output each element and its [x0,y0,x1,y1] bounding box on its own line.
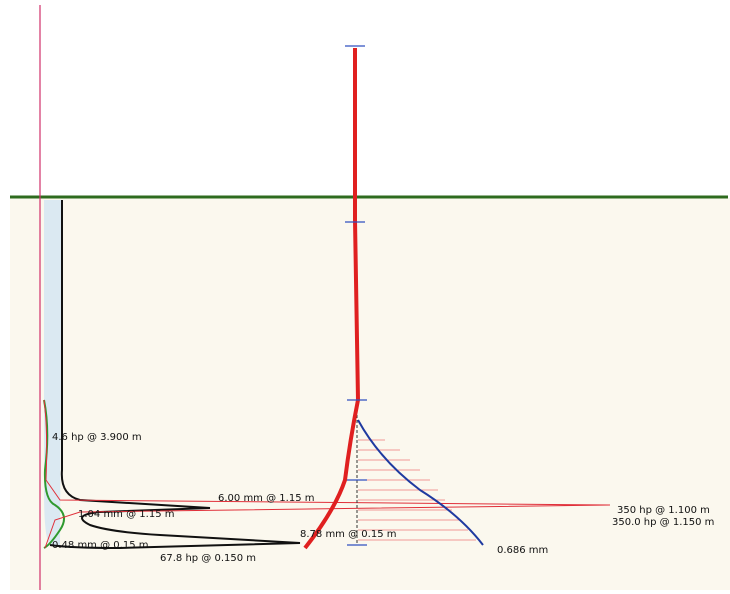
diagram: 4.6 hp @ 3.900 m 6.00 mm @ 1.15 m 1.04 m… [0,0,730,590]
label: 0.686 mm [497,545,548,556]
label: 0.48 mm @ 0.15 m [52,540,148,551]
sky [0,0,730,198]
label: 350.0 hp @ 1.150 m [612,517,714,528]
label: 1.04 mm @ 1.15 m [78,509,174,520]
label: 4.6 hp @ 3.900 m [52,432,142,443]
label: 6.00 mm @ 1.15 m [218,493,314,504]
label: 350 hp @ 1.100 m [617,505,710,516]
label: 8.78 mm @ 0.15 m [300,529,396,540]
label: 67.8 hp @ 0.150 m [160,553,256,564]
